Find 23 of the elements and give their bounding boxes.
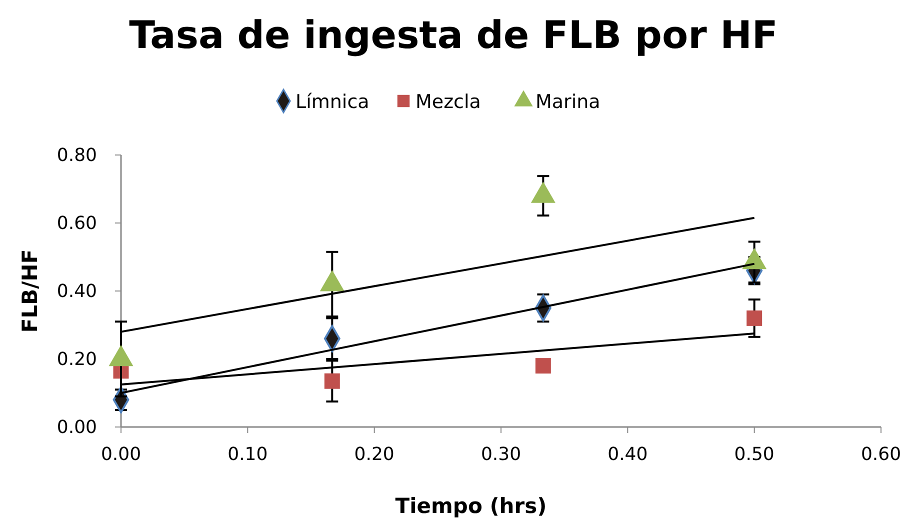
legend-label: Límnica: [296, 91, 370, 113]
x-tick-label: 0.00: [100, 444, 142, 465]
point: [746, 310, 762, 326]
y-axis-title: FLB/HF: [18, 249, 42, 333]
x-tick-label: 0.20: [354, 444, 394, 465]
point: [324, 373, 340, 389]
legend-label: Marina: [536, 91, 600, 113]
x-axis-title: Tiempo (hrs): [395, 494, 547, 518]
y-tick-label: 0.00: [56, 417, 97, 438]
y-tick-label: 0.40: [56, 281, 97, 302]
x-tick-label: 0.30: [480, 444, 522, 465]
legend-label: Mezcla: [416, 91, 481, 113]
y-tick-label: 0.20: [56, 349, 97, 370]
x-tick-label: 0.10: [228, 444, 268, 465]
point: [535, 358, 551, 374]
point: [742, 248, 767, 270]
point: [530, 182, 556, 203]
chart-title: Tasa de ingesta de FLB por HF: [129, 13, 778, 57]
x-tick-label: 0.40: [608, 444, 648, 465]
x-tick-label: 0.60: [860, 444, 902, 465]
y-tick-label: 0.80: [56, 145, 97, 166]
x-tick-label: 0.50: [734, 444, 774, 465]
y-tick-label: 0.60: [56, 213, 97, 234]
